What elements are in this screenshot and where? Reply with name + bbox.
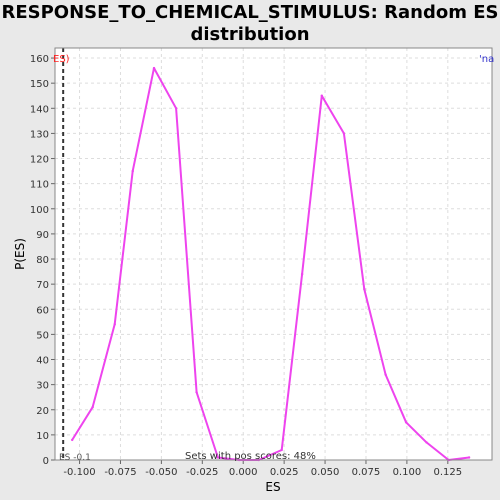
plot-border <box>54 47 493 461</box>
data-point <box>113 323 116 326</box>
y-tick-label: 160 <box>30 54 49 65</box>
data-point <box>195 390 198 394</box>
y-axis-label: P(ES) <box>13 238 27 270</box>
data-point <box>152 66 156 70</box>
x-tick-label: 0.000 <box>229 467 258 478</box>
chart-title-line1: RESPONSE_TO_CHEMICAL_STIMULUS: Random ES <box>1 2 499 23</box>
data-point <box>91 406 94 409</box>
data-point <box>467 456 471 459</box>
chart-title: RESPONSE_TO_CHEMICAL_STIMULUS: Random ES… <box>0 2 500 46</box>
y-tick-label: 120 <box>30 155 49 166</box>
series-points <box>70 66 471 462</box>
data-point <box>70 438 74 442</box>
x-tick-label: -0.100 <box>63 467 95 478</box>
data-point <box>280 448 283 452</box>
x-tick-label: 0.050 <box>311 467 340 478</box>
y-tick-label: 110 <box>30 180 49 191</box>
y-tick-label: 140 <box>30 104 49 115</box>
y-tick-label: 10 <box>36 431 49 442</box>
pos-scores-annotation: Sets with pos scores: 48% <box>185 451 316 462</box>
data-point <box>320 94 323 97</box>
x-axis-label: ES <box>265 480 280 494</box>
data-point <box>363 287 366 291</box>
x-tick-label: 0.075 <box>352 467 381 478</box>
data-point <box>174 107 178 110</box>
y-tick-label: 50 <box>36 330 49 341</box>
y-axis: 0 10 20 30 40 50 60 70 80 90 100 110 120 130 140 150 160 <box>30 54 55 467</box>
y-tick-label: 0 <box>43 456 49 467</box>
data-point <box>404 421 408 424</box>
data-point <box>216 456 220 459</box>
data-point <box>425 441 428 444</box>
x-tick-label: 0.025 <box>270 467 299 478</box>
y-tick-label: 90 <box>36 230 49 241</box>
x-tick-label: -0.050 <box>145 467 177 478</box>
y-tick-label: 130 <box>30 129 49 140</box>
data-point <box>300 272 304 276</box>
x-axis: -0.100 -0.075 -0.050 -0.025 0.000 0.025 0.050 0… <box>63 460 462 478</box>
grid <box>55 48 492 461</box>
x-tick-label: 0.125 <box>433 467 462 478</box>
y-tick-label: 60 <box>36 305 49 316</box>
y-tick-label: 20 <box>36 406 49 417</box>
x-tick-label: -0.075 <box>104 467 136 478</box>
x-tick-label: -0.025 <box>186 467 218 478</box>
y-tick-label: 80 <box>36 255 49 266</box>
y-tick-label: 100 <box>30 205 49 216</box>
data-point <box>384 373 387 376</box>
y-tick-label: 40 <box>36 356 49 367</box>
observed-es-legend: ES) <box>53 54 70 65</box>
series-line <box>71 67 470 461</box>
legend-right-label: 'na <box>479 54 494 65</box>
observed-es-label: ES -0.1 <box>59 453 91 463</box>
data-point <box>342 132 346 135</box>
y-tick-label: 150 <box>30 79 49 90</box>
data-point <box>131 169 134 173</box>
y-tick-label: 30 <box>36 381 49 392</box>
y-tick-label: 70 <box>36 280 49 291</box>
plot-area <box>55 48 492 460</box>
chart-title-line2: distribution <box>190 24 310 45</box>
x-tick-label: 0.100 <box>393 467 422 478</box>
